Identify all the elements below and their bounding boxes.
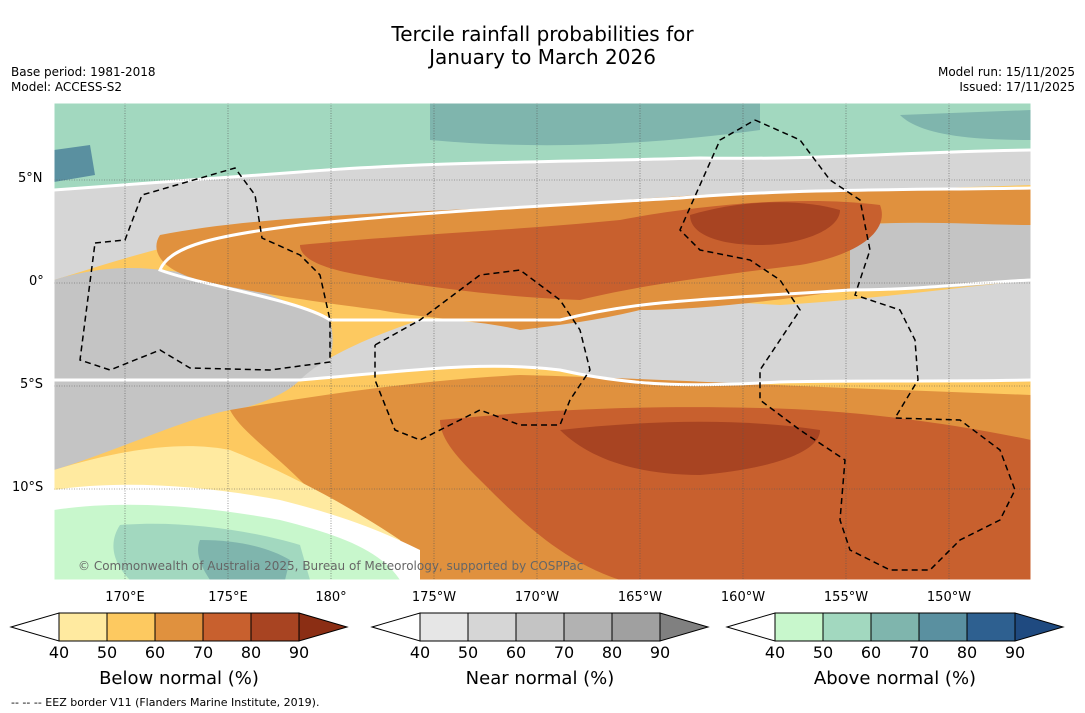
- lon-label-175e: 175°E: [208, 590, 248, 605]
- cb-above-tick: 70: [908, 643, 930, 662]
- cb-above-tick: 40: [764, 643, 786, 662]
- lat-label-0: 0°: [29, 274, 44, 289]
- below-normal-south-peak: [560, 421, 820, 475]
- near-normal-north: [54, 150, 1031, 280]
- model-name: Model: ACCESS-S2: [11, 80, 123, 94]
- lat-label-5n: 5°N: [18, 171, 43, 186]
- colorbar-above: [725, 612, 1065, 642]
- colorbar-near-label: Near normal (%): [465, 668, 615, 689]
- near-normal-east: [850, 222, 1031, 291]
- lon-label-180: 180°: [315, 590, 347, 605]
- cb-near-tick: 40: [409, 643, 431, 662]
- above-normal-north: [54, 103, 1031, 190]
- lat-label-5s: 5°S: [20, 377, 44, 392]
- copyright-text: © Commonwealth of Australia 2025, Bureau…: [78, 559, 583, 573]
- eez-footnote: -- -- -- EEZ border V11 (Flanders Marine…: [11, 696, 320, 709]
- colorbar-below-label: Below normal (%): [99, 668, 259, 689]
- cb-near-tick: 50: [457, 643, 479, 662]
- colorbar-near: [370, 612, 710, 642]
- meta-left: Base period: 1981-2018 Model: ACCESS-S2: [11, 65, 156, 95]
- model-run: Model run: 15/11/2025: [937, 65, 1075, 79]
- cb-below-tick: 80: [240, 643, 262, 662]
- lon-label-175w: 175°W: [411, 590, 457, 605]
- cb-below-tick: 40: [48, 643, 70, 662]
- lon-label-170e: 170°E: [105, 590, 145, 605]
- lon-label-155w: 155°W: [823, 590, 869, 605]
- near-normal-south-west: [54, 380, 300, 470]
- base-period: Base period: 1981-2018: [11, 65, 156, 79]
- cb-near-tick: 70: [553, 643, 575, 662]
- map-field: [54, 103, 1031, 580]
- cb-below-tick: 90: [288, 643, 310, 662]
- lon-label-170w: 170°W: [514, 590, 560, 605]
- cb-above-tick: 80: [956, 643, 978, 662]
- lon-label-150w: 150°W: [926, 590, 972, 605]
- above-normal-south-darker: [198, 540, 290, 580]
- title-line-1: Tercile rainfall probabilities for: [391, 22, 694, 46]
- lon-label-165w: 165°W: [617, 590, 663, 605]
- title-line-2: January to March 2026: [429, 45, 656, 69]
- cb-near-tick: 90: [649, 643, 671, 662]
- lon-label-160w: 160°W: [720, 590, 766, 605]
- cb-below-tick: 50: [96, 643, 118, 662]
- above-normal-north-dark-2: [900, 110, 1031, 140]
- cb-below-tick: 70: [192, 643, 214, 662]
- cb-below-tick: 60: [144, 643, 166, 662]
- cb-near-tick: 60: [505, 643, 527, 662]
- cb-above-tick: 90: [1004, 643, 1026, 662]
- colorbar-above-label: Above normal (%): [813, 668, 977, 689]
- issued-date: Issued: 17/11/2025: [959, 80, 1075, 94]
- cb-above-tick: 50: [812, 643, 834, 662]
- colorbar-below: [9, 612, 349, 642]
- below-normal-band-peak: [690, 202, 840, 245]
- meta-right: Model run: 15/11/2025 Issued: 17/11/2025: [938, 65, 1075, 95]
- above-normal-north-darkest: [54, 145, 95, 182]
- near-normal-central: [300, 280, 1031, 385]
- gridlines: [54, 103, 1031, 580]
- cb-above-tick: 60: [860, 643, 882, 662]
- above-normal-north-dark: [430, 103, 760, 146]
- lat-label-10s: 10°S: [12, 480, 44, 495]
- eez-borders: [79, 119, 1016, 571]
- cb-near-tick: 80: [601, 643, 623, 662]
